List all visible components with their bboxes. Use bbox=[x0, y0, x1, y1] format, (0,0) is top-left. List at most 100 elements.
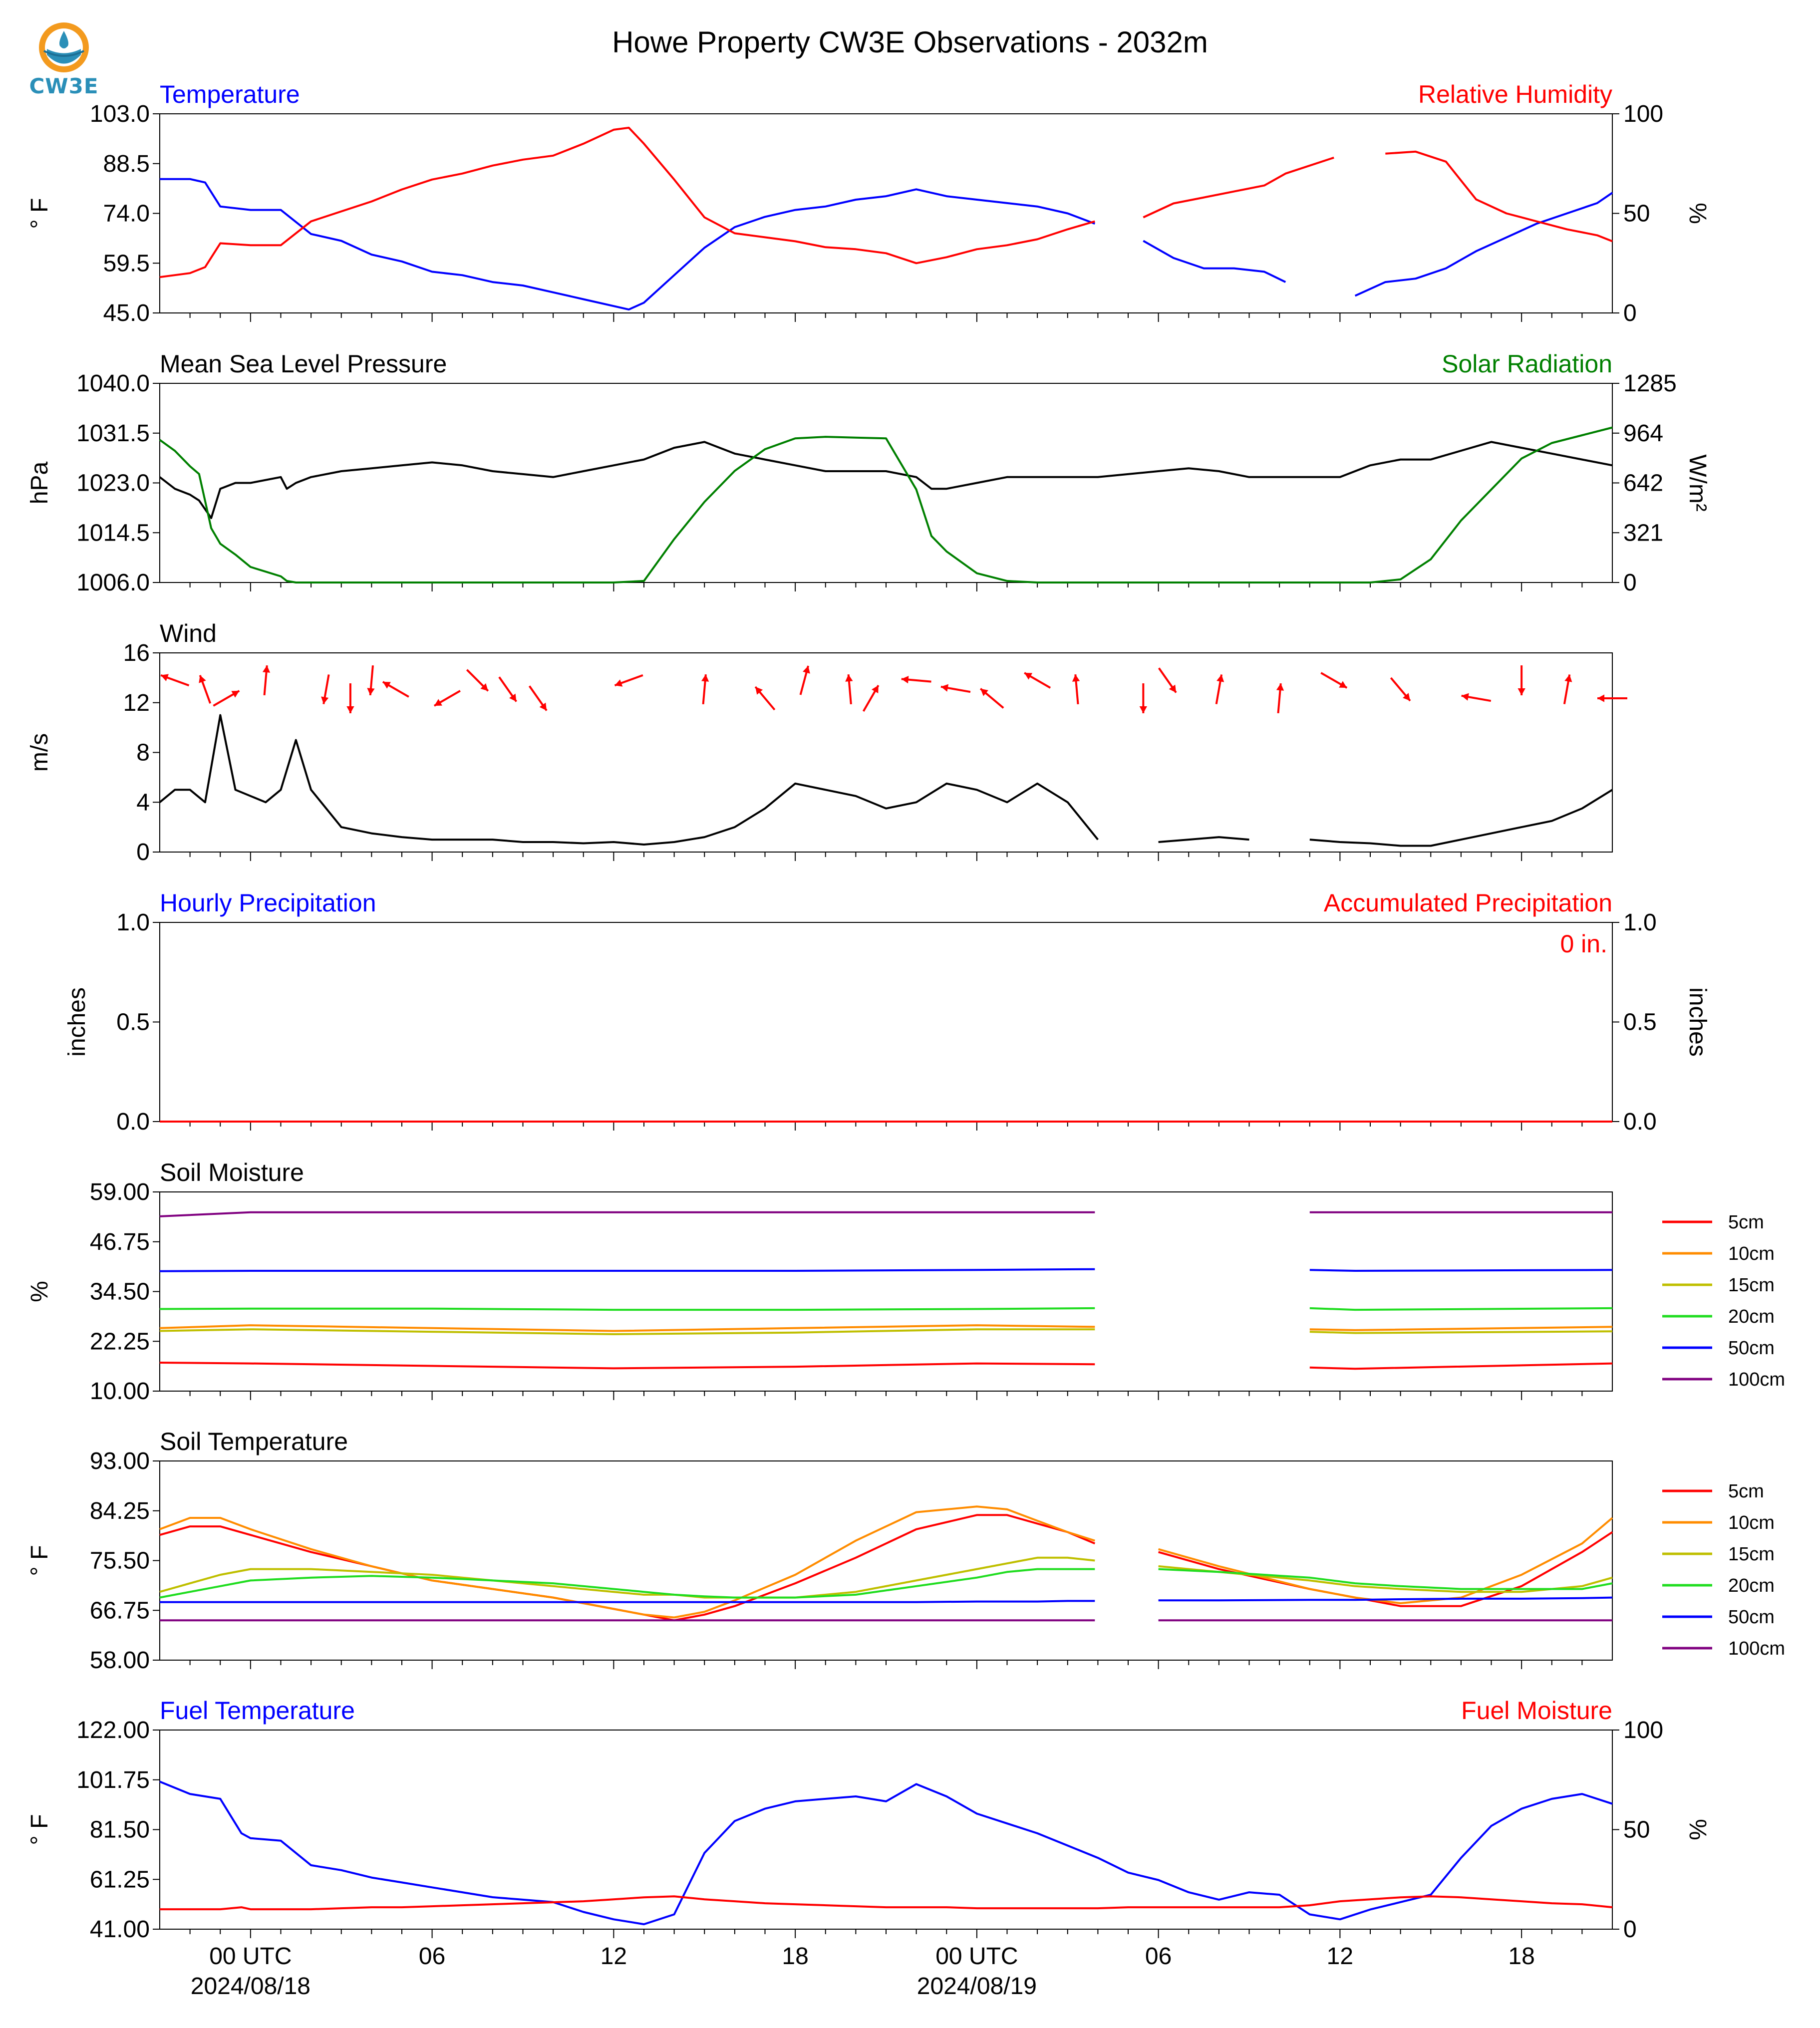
panel-3-wind-arrow-head bbox=[161, 674, 169, 681]
panel-4-ytick-label-right: 0.0 bbox=[1623, 1109, 1657, 1135]
panel-6-legend-label: 10cm bbox=[1728, 1512, 1775, 1533]
panel-6-series-50cm bbox=[160, 1596, 1613, 1603]
panel-3-ylabel-left: m/s bbox=[26, 733, 53, 772]
panel-7-series-fuel-moisture bbox=[160, 1895, 1613, 1911]
panel-3-wind-arrow-head bbox=[901, 675, 909, 684]
panel-3-wind-arrow-head bbox=[1139, 706, 1147, 713]
panel-3-ytick-label-left: 0 bbox=[136, 839, 150, 866]
panel-6-ytick-label-left: 84.25 bbox=[90, 1498, 150, 1524]
panel-1-series-temperature bbox=[160, 178, 1613, 311]
panel-1-ytick-label-left: 59.5 bbox=[103, 250, 150, 277]
panel-2-ytick-label-left: 1014.5 bbox=[76, 520, 150, 546]
panel-1-title-left: Temperature bbox=[160, 80, 300, 108]
panel-2-series-mean-sea-level-pressure bbox=[159, 441, 1613, 519]
panel-5-legend-label: 50cm bbox=[1728, 1338, 1775, 1359]
panel-6-legend-label: 5cm bbox=[1728, 1481, 1764, 1502]
panel-3-wind-arrow-head bbox=[980, 688, 988, 696]
x-tick-label: 00 UTC bbox=[209, 1943, 292, 1970]
panel-4-title-left: Hourly Precipitation bbox=[160, 889, 376, 917]
panel-3-ytick-label-left: 8 bbox=[136, 740, 150, 766]
panel-5-ytick-label-left: 34.50 bbox=[90, 1279, 150, 1305]
panel-7-ytick-label-right: 0 bbox=[1623, 1916, 1637, 1943]
panel-7-title-right: Fuel Moisture bbox=[1461, 1697, 1612, 1725]
logo-text: CW3E bbox=[29, 74, 99, 98]
panel-1-ytick-label-right: 50 bbox=[1623, 201, 1650, 227]
panel-2-ytick-label-right: 964 bbox=[1623, 420, 1663, 447]
panel-3-wind-arrow-head bbox=[701, 674, 709, 682]
panel-2-series-solar-radiation bbox=[159, 426, 1613, 583]
panel-3-wind-arrow-head bbox=[755, 687, 763, 695]
panel-6-ylabel-left: ° F bbox=[26, 1545, 53, 1576]
panel-2-frame bbox=[159, 383, 1613, 583]
panel-5-legend-label: 15cm bbox=[1728, 1275, 1775, 1296]
panel-5-series-20cm bbox=[159, 1307, 1613, 1311]
x-tick-label: 18 bbox=[1508, 1943, 1534, 1970]
panel-4-title-right: Accumulated Precipitation bbox=[1324, 889, 1612, 917]
panel-5-legend-label: 100cm bbox=[1728, 1369, 1785, 1390]
panel-6-ytick-label-left: 75.50 bbox=[90, 1548, 150, 1574]
panel-4-ylabel-left: inches bbox=[64, 987, 90, 1057]
panel-3-wind-arrow-head bbox=[1517, 688, 1525, 695]
panel-6-ytick-label-left: 93.00 bbox=[90, 1448, 150, 1474]
panel-5-legend-label: 10cm bbox=[1728, 1243, 1775, 1264]
panel-7-ytick-label-left: 41.00 bbox=[90, 1916, 150, 1943]
panel-2-ytick-label-right: 0 bbox=[1623, 570, 1637, 596]
panel-3-series-wind-speed bbox=[159, 714, 1613, 847]
panel-3-wind-arrow-head bbox=[1403, 693, 1410, 701]
panel-5-series-100cm bbox=[159, 1211, 1612, 1217]
panel-6-legend-label: 15cm bbox=[1728, 1544, 1775, 1565]
panel-5-series-50cm bbox=[159, 1268, 1613, 1272]
panel-2-ytick-label-right: 642 bbox=[1623, 470, 1663, 497]
panel-2-title-left: Mean Sea Level Pressure bbox=[160, 350, 447, 378]
panel-3-wind-arrow-head bbox=[803, 666, 810, 674]
panel-3-wind-arrow-head bbox=[1276, 683, 1284, 691]
panel-1-ylabel-right: % bbox=[1684, 203, 1711, 224]
panel-4-ylabel-right: inches bbox=[1684, 987, 1711, 1057]
panel-6-legend-label: 20cm bbox=[1728, 1575, 1775, 1596]
panel-5-legend-label: 5cm bbox=[1728, 1212, 1764, 1233]
panel-3-wind-arrow-head bbox=[940, 684, 949, 692]
panel-2-ylabel-left: hPa bbox=[26, 461, 53, 504]
panel-3-wind-arrow-head bbox=[1597, 694, 1605, 702]
panel-5-ytick-label-left: 22.25 bbox=[90, 1328, 150, 1355]
panel-5-ytick-label-left: 46.75 bbox=[90, 1229, 150, 1255]
panel-1-title-right: Relative Humidity bbox=[1418, 80, 1612, 108]
panel-1-ytick-label-right: 100 bbox=[1623, 101, 1663, 127]
panel-1-series-relative-humidity bbox=[159, 126, 1613, 279]
panel-4-ytick-label-left: 1.0 bbox=[116, 909, 150, 936]
panel-3-wind-arrow-head bbox=[1461, 693, 1469, 701]
panel-3-wind-arrow-head bbox=[1339, 681, 1347, 688]
x-tick-label: 18 bbox=[782, 1943, 808, 1970]
panel-5-series-5cm bbox=[159, 1362, 1613, 1370]
panel-3-wind-arrow-head bbox=[539, 702, 547, 711]
panel-6-title-left: Soil Temperature bbox=[160, 1428, 348, 1455]
panel-3-wind-arrow-head bbox=[346, 706, 354, 713]
panel-6-series-15cm bbox=[159, 1556, 1613, 1599]
panel-7-ytick-label-right: 100 bbox=[1623, 1717, 1663, 1743]
panel-5-ytick-label-left: 59.00 bbox=[90, 1179, 150, 1205]
panel-2-ytick-label-right: 1285 bbox=[1623, 370, 1677, 397]
panel-2-ytick-label-left: 1006.0 bbox=[76, 570, 150, 596]
x-tick-label: 00 UTC bbox=[935, 1943, 1018, 1970]
panel-4-ytick-label-left: 0.0 bbox=[116, 1109, 150, 1135]
x-date-label: 2024/08/19 bbox=[917, 1973, 1037, 2000]
panel-1-ytick-label-right: 0 bbox=[1623, 300, 1637, 326]
panel-6-series-10cm bbox=[159, 1505, 1613, 1619]
panel-1-ylabel-left: ° F bbox=[26, 198, 53, 229]
panel-4-annotation: 0 in. bbox=[1560, 930, 1607, 958]
x-tick-label: 12 bbox=[1327, 1943, 1353, 1970]
panel-3-wind-arrow-head bbox=[262, 665, 271, 673]
panel-7-title-left: Fuel Temperature bbox=[160, 1697, 355, 1725]
panel-3-wind-arrow-head bbox=[1564, 674, 1572, 682]
panel-7-ytick-label-left: 81.50 bbox=[90, 1817, 150, 1843]
panel-1-ytick-label-left: 88.5 bbox=[103, 151, 150, 177]
panel-6-legend-label: 50cm bbox=[1728, 1607, 1775, 1628]
panel-6-frame bbox=[159, 1460, 1613, 1661]
panel-5-series-15cm bbox=[159, 1328, 1613, 1335]
panel-3-wind-arrow-head bbox=[434, 699, 442, 706]
panel-3-wind-arrow-head bbox=[614, 679, 623, 687]
panel-7-ytick-label-left: 101.75 bbox=[76, 1767, 150, 1793]
panel-4-ytick-label-right: 1.0 bbox=[1623, 909, 1657, 936]
panel-2-ytick-label-right: 321 bbox=[1623, 520, 1663, 546]
